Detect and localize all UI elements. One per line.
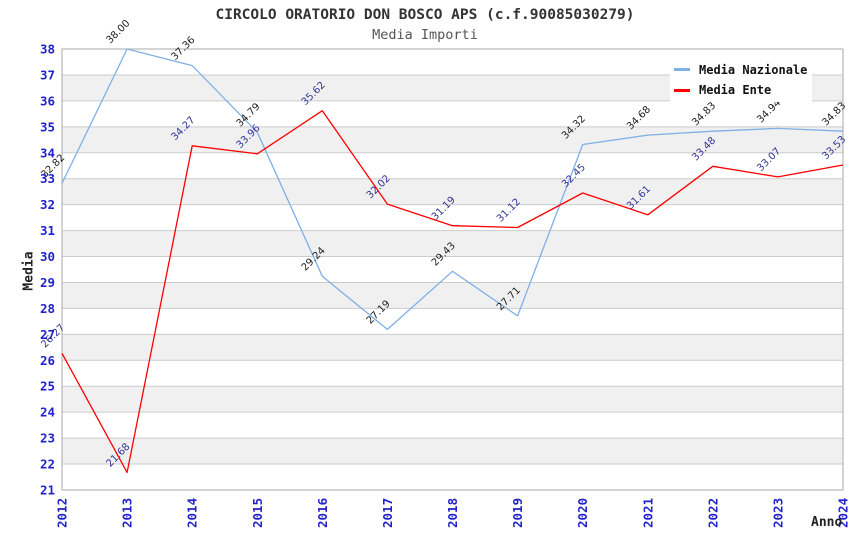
plot-band [62, 152, 843, 179]
legend-item-media-nazionale: Media Nazionale [674, 61, 812, 79]
x-tick-label: 2023 [770, 498, 785, 528]
x-tick-label: 2014 [185, 498, 200, 528]
y-tick-label: 36 [40, 93, 55, 108]
chart-title: CIRCOLO ORATORIO DON BOSCO APS (c.f.9008… [215, 7, 635, 23]
chart-subtitle: Media Importi [372, 27, 478, 43]
x-tick-label: 2020 [575, 498, 590, 528]
y-tick-label: 26 [40, 353, 55, 368]
y-tick-label: 38 [40, 42, 55, 57]
point-label: 38.00 [104, 18, 132, 46]
plot-band [62, 282, 843, 309]
plot-band [62, 360, 843, 387]
plot-band [62, 438, 843, 465]
x-tick-label: 2013 [120, 498, 135, 528]
legend-item-media-ente: Media Ente [674, 81, 812, 99]
plot-band [62, 100, 843, 127]
x-tick-label: 2018 [445, 498, 460, 528]
y-tick-label: 37 [40, 67, 55, 82]
y-tick-label: 22 [40, 457, 55, 472]
x-tick-label: 2021 [640, 498, 655, 528]
y-tick-label: 25 [40, 379, 55, 394]
y-tick-label: 30 [40, 249, 55, 264]
plot-band [62, 308, 843, 335]
x-tick-label: 2022 [705, 498, 720, 528]
y-tick-label: 32 [40, 197, 55, 212]
x-tick-label: 2024 [836, 498, 850, 528]
legend: Media Nazionale Media Ente [670, 58, 812, 102]
y-tick-label: 29 [40, 275, 55, 290]
plot-band [62, 334, 843, 361]
plot-band [62, 386, 843, 413]
legend-swatch-nazionale [674, 68, 690, 72]
y-tick-label: 24 [40, 405, 55, 420]
legend-swatch-ente [674, 88, 690, 92]
y-axis-title: Media [21, 251, 37, 291]
x-tick-label: 2015 [250, 498, 265, 528]
y-tick-label: 28 [40, 301, 55, 316]
x-tick-label: 2019 [510, 498, 525, 528]
plot-border [61, 48, 844, 491]
series-line-media-nazionale [61, 48, 844, 331]
plot-band [62, 256, 843, 283]
x-tick-label: 2017 [380, 498, 395, 528]
plot-band [62, 178, 843, 205]
legend-label-media-ente: Media Ente [699, 83, 772, 98]
y-tick-label: 34 [40, 145, 55, 160]
y-tick-label: 31 [40, 223, 55, 238]
y-tick-label: 27 [40, 327, 55, 342]
x-axis-title: Anno [811, 515, 843, 530]
plot-band [62, 230, 843, 257]
x-tick-label: 2012 [55, 498, 70, 528]
x-tick-label: 2016 [315, 498, 330, 528]
y-tick-label: 23 [40, 431, 55, 446]
plot-band [62, 464, 843, 490]
series-line-media-ente [61, 110, 844, 474]
y-tick-label: 35 [40, 119, 55, 134]
legend-label-media-nazionale: Media Nazionale [699, 62, 808, 77]
y-tick-label: 21 [40, 483, 55, 498]
y-tick-label: 33 [40, 171, 55, 186]
plot-band [62, 412, 843, 439]
